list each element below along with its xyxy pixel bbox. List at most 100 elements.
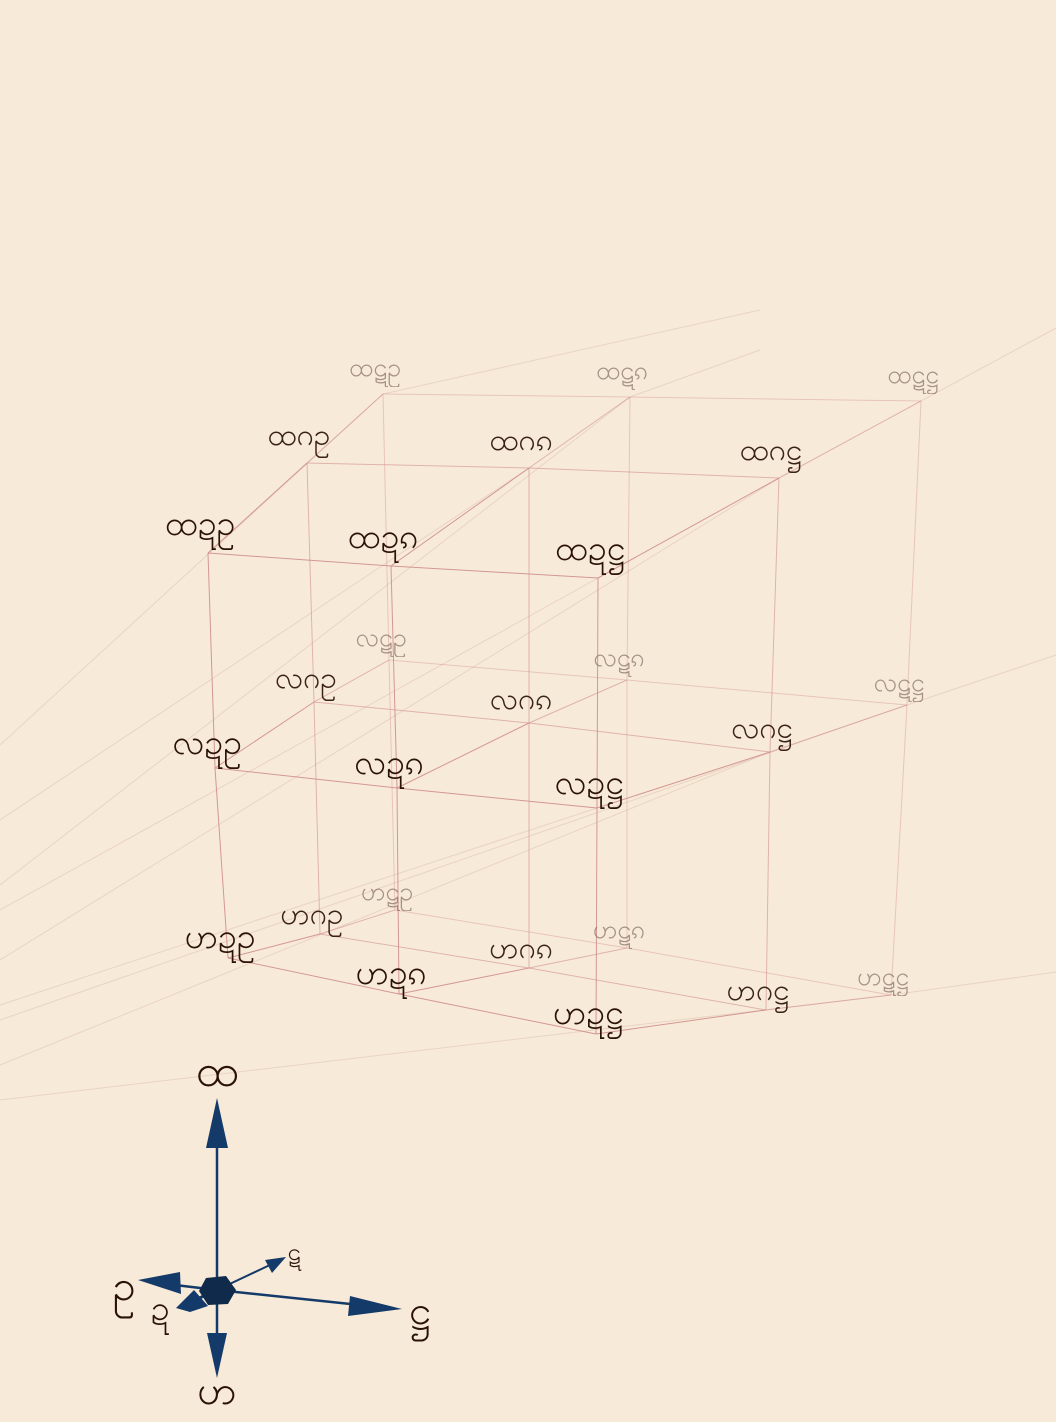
node-label: ဟဂၵ [489, 931, 552, 966]
node-label: ဟဋဋ္ဌ [857, 962, 909, 996]
lattice-edge [890, 704, 908, 996]
lattice-edge [227, 933, 321, 959]
lattice-edge [207, 462, 308, 554]
lattice-edge [396, 722, 530, 789]
perspective-guide-line [382, 309, 761, 395]
perspective-guide-line [0, 704, 908, 1021]
lattice-edge [214, 767, 398, 789]
lattice-edge [626, 947, 892, 996]
axis-up-arrowhead [206, 1098, 228, 1148]
perspective-guide-line [0, 577, 599, 911]
lattice-edge [778, 400, 922, 479]
node-label: လဂၵ [490, 682, 552, 717]
lattice-edge [769, 704, 908, 753]
node-label: ဟဋဥ [361, 877, 413, 911]
perspective-guide-line [0, 807, 598, 1006]
lattice-edge [207, 552, 216, 769]
lattice-edge [765, 994, 892, 1011]
perspective-guide-line [890, 971, 1056, 996]
node-label: လဍၵ [354, 743, 424, 789]
lattice-edge [214, 701, 315, 769]
axis-down-arrowhead [207, 1333, 227, 1378]
lattice-edge [595, 1009, 767, 1035]
axis-label-away: ဋ [287, 1238, 301, 1271]
lattice-edge [596, 751, 771, 809]
lattice-edge [626, 679, 908, 706]
axis-label-left: ဥ [112, 1261, 135, 1319]
node-label: လဍဋ္ဌ [554, 763, 623, 809]
lattice-edge [319, 909, 396, 935]
axis-toward-arrowhead [176, 1290, 208, 1312]
lattice-edge [306, 393, 384, 464]
perspective-guide-line [920, 327, 1056, 402]
lattice-edge [398, 967, 530, 995]
axis-label-down: ဟ [197, 1368, 236, 1414]
perspective-guides [0, 309, 1056, 1101]
lattice-edge [528, 396, 631, 469]
axis-label-up: ထ [196, 1046, 239, 1097]
lattice-edge [390, 467, 530, 567]
axis-label-toward: ဍ [151, 1289, 170, 1335]
lattice-edge [528, 967, 767, 1011]
node-label: ဟဍဋ္ဌ [553, 993, 624, 1039]
lattice-edge [765, 751, 771, 1011]
node-label: ထဋၵ [596, 356, 648, 390]
node-label: လဋဋ္ဌ [874, 668, 925, 702]
perspective-guide-line [0, 994, 892, 1101]
lattice-edge [313, 701, 530, 724]
node-label: ဟဂဥ [280, 897, 343, 938]
node-label: လဍဥ [172, 723, 242, 769]
axis-right-arrowhead [348, 1296, 402, 1316]
lattice-edge [528, 679, 628, 724]
lattice-edges [207, 393, 922, 1035]
lattice-edge [313, 659, 390, 703]
lattice-edge [394, 909, 628, 949]
lattice-edge [313, 701, 321, 935]
lattice-edge [207, 552, 392, 567]
lattice-edge [214, 767, 229, 959]
node-label: လဋဥ [355, 623, 406, 657]
lattice-edge [528, 467, 780, 479]
node-label: လဂဋ္ဌ [731, 711, 793, 752]
axis-label-right: ဋ္ဌ [409, 1288, 431, 1342]
lattice-edge [382, 393, 631, 398]
lattice-edge [396, 787, 400, 995]
lattice-edge [390, 565, 398, 789]
node-label: ထဂၵ [489, 423, 552, 458]
node-label: ထဍၵ [348, 517, 419, 563]
node-label: ထဋဥ [349, 353, 401, 387]
lattice-edge [319, 933, 530, 969]
lattice-edge [388, 659, 396, 911]
axis-left-arrowhead [138, 1272, 181, 1294]
axis-right-line [216, 1288, 361, 1307]
perspective-guide-line [629, 349, 761, 398]
node-label: ထဂဥ [268, 418, 331, 459]
axis-away-arrowhead [265, 1257, 286, 1273]
perspective-guide-line [0, 477, 780, 961]
node-label: ထဍဥ [165, 504, 236, 550]
lattice-edge [396, 787, 598, 809]
perspective-guide-line [0, 396, 631, 886]
lattice-edge [227, 957, 400, 995]
lattice-edge [597, 477, 780, 579]
lattice-edge [626, 396, 631, 681]
lattice-edge [306, 462, 530, 469]
axis-hub [199, 1276, 236, 1305]
node-label: ထဍဋ္ဌ [555, 529, 625, 575]
perspective-guide-line [0, 751, 771, 1066]
lattice-edge [388, 659, 628, 681]
lattice-edge [769, 477, 780, 753]
node-label: ဟဍၵ [355, 953, 426, 999]
lattice-edge [390, 565, 599, 579]
lattice-edge [306, 462, 315, 703]
axis-gizmo: ထ ဟ ဋ္ဌ ဥ ဍ ဋ [112, 1046, 431, 1414]
lattice-edge [528, 947, 628, 969]
node-label: ထဋဋ္ဌ [887, 360, 939, 394]
lattice-edge [382, 393, 390, 661]
node-label: ဟဋၵ [593, 915, 645, 949]
node-label: ထဂဋ္ဌ [740, 433, 802, 474]
perspective-guide-line [0, 467, 530, 821]
node-label: လဋၵ [593, 643, 644, 677]
